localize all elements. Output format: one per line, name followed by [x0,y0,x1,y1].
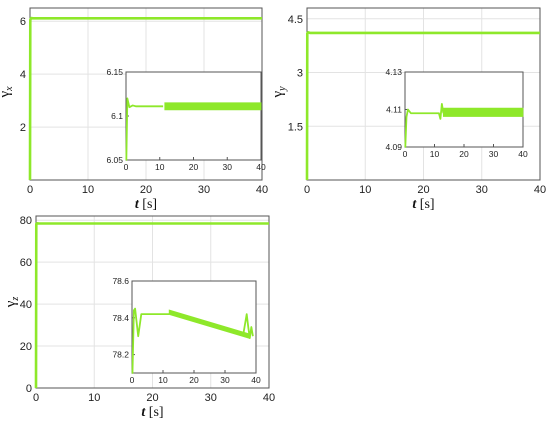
x-tick-label: 40 [256,184,268,196]
x-tick-label: 10 [88,392,100,404]
inset-series-line [125,97,164,161]
inset-x-tick-label: 20 [459,149,469,159]
inset-x-tick-label: 40 [256,162,266,172]
x-tick-label: 30 [198,184,210,196]
x-tick-label: 10 [359,184,371,196]
y-tick-label: 4 [20,69,26,81]
y-tick-label: 1.5 [288,121,303,133]
inset-series-line [131,307,170,374]
y-axis-subscript: y [277,86,288,92]
series-line [305,31,540,181]
inset-x-tick-label: 0 [124,162,129,172]
x-axis-var: t [412,197,417,212]
inset-y-tick-label: 78.4 [112,313,129,323]
y-axis-symbol: γ [3,300,19,308]
x-tick-label: 0 [304,184,310,196]
x-tick-label: 40 [534,184,546,196]
x-tick-label: 10 [82,184,94,196]
y-axis-subscript: x [4,86,15,92]
x-tick-label: 0 [27,184,33,196]
inset-x-tick-label: 20 [189,162,199,172]
inset-x-tick-label: 10 [158,375,168,385]
inset-frame [125,71,262,161]
inset-x-tick-label: 30 [220,375,230,385]
y-axis-symbol: γ [270,91,286,99]
inset-x-tick-label: 40 [251,375,261,385]
x-axis-unit: [s] [416,197,434,212]
x-tick-label: 30 [205,392,217,404]
inset-chart-2: 0 10 20 30 40 4.09 4.11 4.13 [385,67,528,159]
x-axis-label: t [s] [141,405,163,420]
inset-x-tick-label: 0 [403,149,408,159]
x-tick-label: 30 [476,184,488,196]
inset-y-tick-label: 6.15 [106,67,123,77]
x-axis-label: t [s] [412,197,434,212]
inset-y-tick-label: 6.1 [111,111,123,121]
inset-chart-3: 0 10 20 30 40 78.2 78.4 78.6 [112,276,261,385]
y-tick-label: 0 [26,383,32,395]
y-axis-label: γx [0,86,15,99]
inset-x-tick-label: 10 [155,162,165,172]
x-tick-label: 20 [140,184,152,196]
inset-frame [131,280,257,374]
y-axis-label: γz [3,297,21,309]
y-tick-label: 3 [297,68,303,80]
inset-x-tick-label: 0 [130,375,135,385]
inset-series-line [404,102,445,148]
y-tick-label: 40 [20,299,32,311]
inset-x-tick-label: 30 [223,162,233,172]
inset-y-tick-label: 4.09 [385,142,402,152]
chart-2: 0 10 20 30 40 1.5 3 4.5 t [s] γy 0 10 20 30 40 4.09 4.11… [270,7,546,212]
y-axis-subscript: z [10,297,21,302]
x-axis-var: t [135,197,140,212]
series-line [34,222,269,389]
inset-y-tick-label: 78.2 [112,350,129,360]
inset-y-tick-label: 6.05 [106,155,123,165]
inset-oscillation-band [442,107,524,117]
y-tick-label: 80 [20,215,32,227]
y-tick-label: 4.5 [288,14,303,26]
x-axis-label: t [s] [135,197,157,212]
x-axis-unit: [s] [139,197,157,212]
inset-series-line [242,313,254,339]
y-tick-label: 6 [20,16,26,28]
inset-x-tick-label: 20 [189,375,199,385]
y-axis-label: γy [270,86,288,99]
inset-x-tick-label: 10 [430,149,440,159]
x-axis-var: t [141,405,146,420]
inset-y-tick-label: 4.11 [386,105,402,115]
x-tick-label: 20 [417,184,429,196]
inset-y-tick-label: 4.13 [385,67,402,77]
y-axis-symbol: γ [0,91,13,99]
x-tick-label: 20 [146,392,158,404]
x-tick-label: 40 [263,392,275,404]
inset-x-tick-label: 30 [489,149,499,159]
chart-1: 0 10 20 30 40 2 4 6 t [s] γx 0 10 20 30 40 6.05 6.1 6.15 [0,7,268,212]
inset-chart-1: 0 10 20 30 40 6.05 6.1 6.15 [106,67,266,172]
x-tick-label: 0 [33,392,39,404]
y-tick-label: 20 [20,341,32,353]
series-line [28,16,262,181]
inset-y-tick-label: 78.6 [112,276,129,286]
inset-x-tick-label: 40 [518,149,528,159]
y-tick-label: 2 [20,122,26,134]
y-tick-label: 60 [20,257,32,269]
inset-oscillation-band [164,102,262,111]
x-axis-unit: [s] [145,405,163,420]
